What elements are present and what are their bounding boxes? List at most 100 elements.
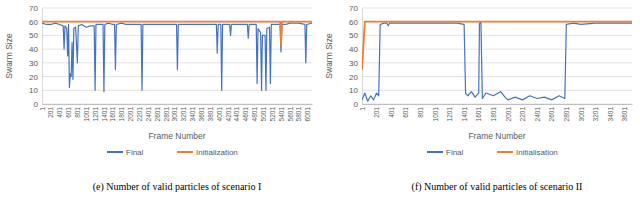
x-tick-label: 3801 <box>207 107 214 122</box>
legend-swatch <box>177 151 193 153</box>
y-tick-label: 20 <box>349 73 358 82</box>
y-tick: 20 <box>349 73 362 82</box>
x-tick-label: 1201 <box>446 107 453 122</box>
x-tick-label: 2601 <box>154 107 161 122</box>
x-tick: 5401 <box>278 104 285 121</box>
legend: FinalInitialization <box>107 148 238 157</box>
x-tick: 401 <box>388 104 395 118</box>
legend-label: Final <box>446 148 464 157</box>
x-tick-label: 1601 <box>109 107 116 122</box>
y-tick: 10 <box>349 86 362 95</box>
x-tick: 5601 <box>286 104 293 121</box>
x-tick-label: 1801 <box>118 107 125 122</box>
y-tick-label: 30 <box>29 59 38 68</box>
x-tick-label: 1401 <box>101 107 108 122</box>
x-tick: 6001 <box>304 104 311 121</box>
x-tick: 1801 <box>490 104 497 121</box>
x-tick: 801 <box>74 104 81 118</box>
x-tick: 4201 <box>225 104 232 121</box>
x-axis: 1201401601801100112011401160118012001220… <box>39 104 313 121</box>
x-tick-label: 2201 <box>136 107 143 122</box>
legend: FinalInitialisation <box>427 148 558 157</box>
caption: (f) Number of valid particles of scenari… <box>412 181 583 193</box>
x-tick: 3201 <box>180 104 187 121</box>
x-tick: 3401 <box>607 104 614 121</box>
x-tick-label: 3001 <box>171 107 178 122</box>
y-tick: 70 <box>29 4 42 13</box>
x-tick: 1601 <box>475 104 482 121</box>
figure: 0102030405060701201401601801100112011401… <box>0 0 640 207</box>
x-tick-label: 1 <box>359 107 366 111</box>
y-tick-label: 20 <box>29 73 38 82</box>
x-tick-label: 2401 <box>534 107 541 122</box>
x-tick-label: 5601 <box>286 107 293 122</box>
x-tick: 2801 <box>563 104 570 121</box>
x-tick-label: 3201 <box>180 107 187 122</box>
x-tick-label: 601 <box>402 107 409 118</box>
x-tick-label: 401 <box>388 107 395 118</box>
x-tick-label: 5201 <box>269 107 276 122</box>
y-tick-label: 40 <box>349 45 358 54</box>
legend-swatch <box>427 151 443 153</box>
x-tick: 3601 <box>198 104 205 121</box>
y-axis-title: Swarm Size <box>4 33 14 79</box>
x-tick-label: 1001 <box>83 107 90 122</box>
y-tick-label: 60 <box>29 18 38 27</box>
legend-swatch <box>497 151 513 153</box>
x-tick-label: 201 <box>47 107 54 118</box>
x-tick: 1201 <box>92 104 99 121</box>
x-tick-label: 2601 <box>548 107 555 122</box>
x-tick: 1401 <box>461 104 468 121</box>
grid <box>42 8 312 104</box>
x-axis: 1201401601801100112011401160118012001220… <box>359 104 633 121</box>
x-tick-label: 4801 <box>251 107 258 122</box>
x-axis-line <box>363 104 633 105</box>
x-tick-label: 801 <box>74 107 81 118</box>
x-tick-label: 2401 <box>145 107 152 122</box>
x-tick: 4801 <box>251 104 258 121</box>
x-tick-label: 5401 <box>278 107 285 122</box>
plot-area <box>362 22 632 102</box>
x-tick: 601 <box>402 104 409 118</box>
x-tick-label: 4401 <box>233 107 240 122</box>
x-tick: 1201 <box>446 104 453 121</box>
x-tick-label: 2001 <box>505 107 512 122</box>
x-tick: 1801 <box>118 104 125 121</box>
x-tick-label: 201 <box>373 107 380 118</box>
y-tick-label: 50 <box>349 31 358 40</box>
grid <box>362 8 632 104</box>
plot-area <box>42 22 312 92</box>
x-tick: 2601 <box>154 104 161 121</box>
x-tick: 1 <box>39 104 46 111</box>
x-tick-label: 601 <box>65 107 72 118</box>
x-tick-label: 2001 <box>127 107 134 122</box>
x-tick: 2001 <box>127 104 134 121</box>
y-tick: 30 <box>349 59 362 68</box>
x-tick: 3601 <box>621 104 628 121</box>
y-tick: 70 <box>349 4 362 13</box>
x-tick-label: 801 <box>417 107 424 118</box>
grid-line <box>362 8 632 9</box>
x-tick: 3401 <box>189 104 196 121</box>
x-tick: 801 <box>417 104 424 118</box>
x-tick-label: 4601 <box>242 107 249 122</box>
x-tick-label: 1 <box>39 107 46 111</box>
grid-line <box>362 90 632 91</box>
x-tick: 3001 <box>171 104 178 121</box>
x-tick: 4601 <box>242 104 249 121</box>
series-line <box>362 22 632 70</box>
y-tick-label: 10 <box>349 86 358 95</box>
y-tick: 10 <box>29 86 42 95</box>
x-tick: 5001 <box>260 104 267 121</box>
x-tick-label: 5001 <box>260 107 267 122</box>
y-tick-label: 60 <box>349 18 358 27</box>
grid-line <box>362 49 632 50</box>
x-tick-label: 1201 <box>92 107 99 122</box>
panel: 0102030405060701201401601801100112011401… <box>324 4 633 193</box>
x-axis-title: Frame Number <box>468 131 525 141</box>
y-tick: 60 <box>349 18 362 27</box>
y-tick-label: 70 <box>29 4 38 13</box>
x-tick: 2801 <box>163 104 170 121</box>
x-tick: 4001 <box>216 104 223 121</box>
x-tick: 1001 <box>83 104 90 121</box>
